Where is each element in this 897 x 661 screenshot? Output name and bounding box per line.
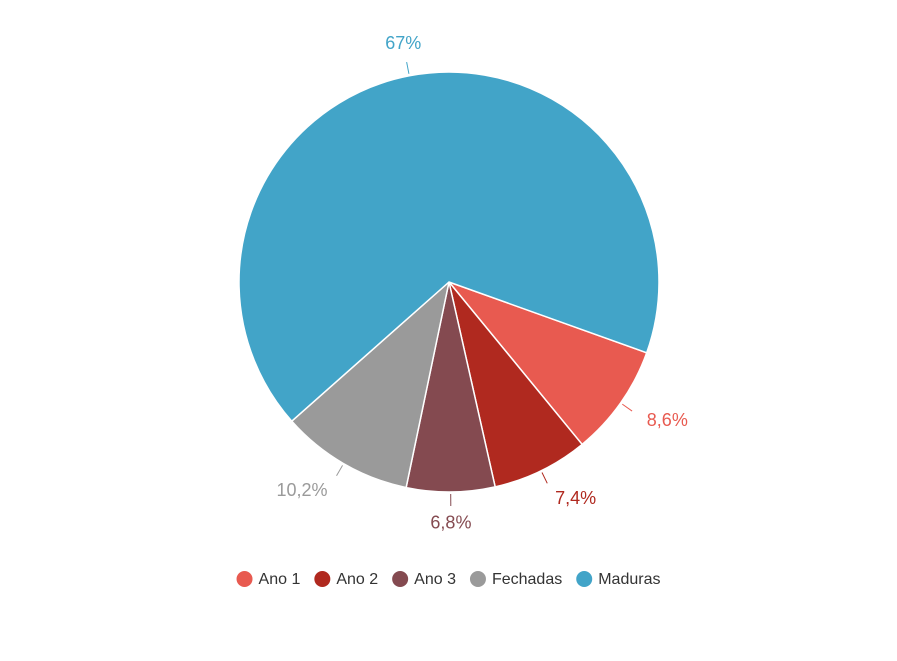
value-label: 7,4% <box>555 488 596 508</box>
leader-line <box>541 472 548 484</box>
legend-marker <box>314 571 331 587</box>
value-label: 67% <box>385 33 421 53</box>
value-label: 8,6% <box>647 410 688 430</box>
legend-label: Maduras <box>598 571 660 588</box>
legend-marker <box>469 571 486 587</box>
leader-line <box>621 403 633 412</box>
value-label: 10,2% <box>276 480 327 500</box>
pie-slice <box>446 280 648 446</box>
legend-label: Fechadas <box>492 571 562 588</box>
legend-marker <box>576 571 593 587</box>
leader-line <box>336 465 343 476</box>
leader-line <box>406 61 410 74</box>
legend-label: Ano 1 <box>259 571 301 588</box>
legend: Ano 1 Ano 2 Ano 3 Fechadas Maduras <box>236 571 660 588</box>
pie-slice <box>238 71 660 423</box>
pie-slice <box>290 279 451 489</box>
value-label: 6,8% <box>430 513 471 533</box>
legend-label: Ano 3 <box>414 571 456 588</box>
legend-marker <box>236 571 253 587</box>
legend-label: Ano 2 <box>336 571 378 588</box>
legend-marker <box>392 571 409 587</box>
pie-slice <box>448 281 584 488</box>
